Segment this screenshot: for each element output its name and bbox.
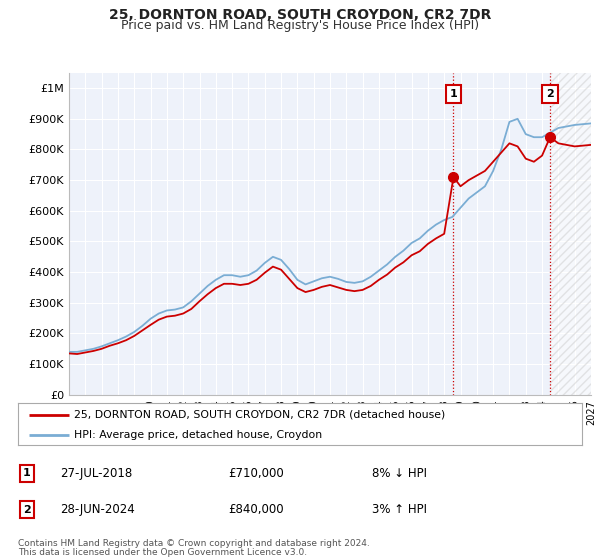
Text: Price paid vs. HM Land Registry's House Price Index (HPI): Price paid vs. HM Land Registry's House … [121,19,479,32]
Text: 8% ↓ HPI: 8% ↓ HPI [372,466,427,480]
Text: 1: 1 [23,468,31,478]
Text: 25, DORNTON ROAD, SOUTH CROYDON, CR2 7DR (detached house): 25, DORNTON ROAD, SOUTH CROYDON, CR2 7DR… [74,410,446,420]
Text: 2: 2 [23,505,31,515]
Text: 28-JUN-2024: 28-JUN-2024 [60,503,135,516]
Text: £840,000: £840,000 [228,503,284,516]
Text: 1: 1 [449,89,457,99]
Text: 3% ↑ HPI: 3% ↑ HPI [372,503,427,516]
Text: £710,000: £710,000 [228,466,284,480]
Bar [550,73,591,395]
Text: 2: 2 [546,89,554,99]
Text: 25, DORNTON ROAD, SOUTH CROYDON, CR2 7DR: 25, DORNTON ROAD, SOUTH CROYDON, CR2 7DR [109,8,491,22]
Text: This data is licensed under the Open Government Licence v3.0.: This data is licensed under the Open Gov… [18,548,307,557]
Text: Contains HM Land Registry data © Crown copyright and database right 2024.: Contains HM Land Registry data © Crown c… [18,539,370,548]
Text: 27-JUL-2018: 27-JUL-2018 [60,466,132,480]
Text: HPI: Average price, detached house, Croydon: HPI: Average price, detached house, Croy… [74,430,323,440]
